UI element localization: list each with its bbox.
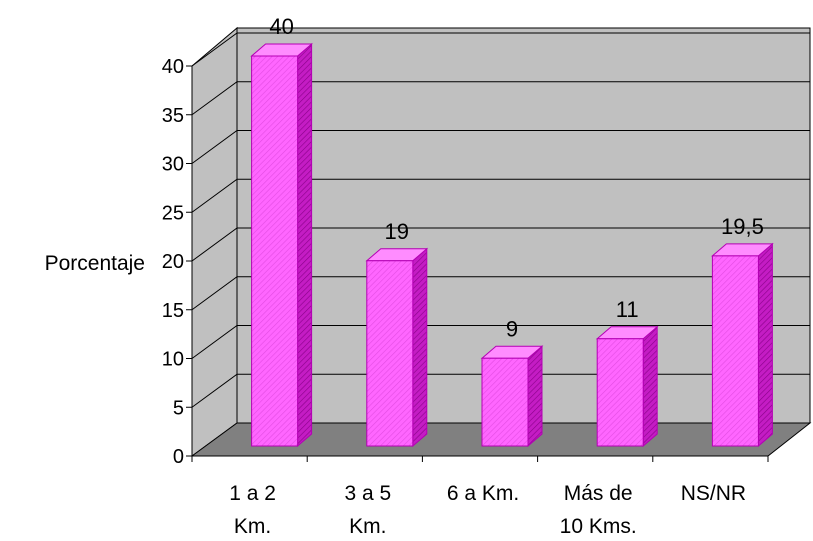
y-tick-label: 35 (162, 105, 184, 127)
gridline (191, 227, 810, 262)
bar (595, 325, 659, 448)
gridlines (191, 32, 810, 408)
bar (480, 345, 544, 448)
x-tick-label: 3 a 5 Km. (344, 482, 391, 538)
data-label: 40 (269, 14, 293, 39)
bar-front (711, 255, 759, 447)
y-tick-label: 25 (162, 202, 184, 224)
gridline (191, 32, 810, 67)
bar-side (642, 325, 658, 448)
bar-front (366, 260, 414, 447)
bar-side (527, 345, 543, 448)
bar-front (251, 55, 299, 447)
gridline (191, 81, 810, 116)
bar (711, 242, 774, 448)
data-label: 9 (506, 316, 518, 341)
y-tick-label: 10 (162, 349, 184, 371)
y-tick-label: 30 (162, 154, 184, 176)
gridline (191, 325, 810, 359)
bar (365, 247, 429, 448)
bar (250, 42, 313, 448)
y-tick-label: 15 (162, 300, 184, 322)
side-wall (191, 26, 238, 457)
x-tick-label: 1 a 2 Km. (229, 482, 276, 538)
y-tick-label: 40 (162, 56, 184, 78)
gridline (191, 130, 810, 164)
bar-front (481, 357, 529, 447)
bar-side (757, 242, 773, 448)
x-tick-label: NS/NR (681, 482, 746, 505)
y-tick-label: 5 (173, 397, 184, 419)
data-labels: 40 19 9 11 19,5 (269, 14, 763, 341)
data-label: 11 (616, 297, 639, 322)
x-tick-label: 6 a Km. (447, 482, 519, 505)
x-tick-label: Más de 10 Kms. (560, 482, 637, 538)
gridline (191, 178, 810, 213)
y-tick-label: 20 (162, 251, 184, 273)
bar-side (412, 247, 428, 448)
y-axis-ticks: 0 5 10 15 20 25 30 35 40 (162, 56, 192, 468)
data-label: 19,5 (721, 214, 764, 239)
x-axis-ticks: 1 a 2 Km. 3 a 5 Km. 6 a Km. Más de 10 Kms. NS/N… (191, 456, 769, 538)
bar-front (596, 338, 644, 447)
data-label: 19 (385, 219, 409, 244)
y-tick-label: 0 (173, 446, 184, 468)
gridline (191, 276, 810, 311)
y-axis-label: Porcentaje (45, 252, 145, 275)
bar-side (297, 42, 313, 448)
bars (250, 42, 774, 448)
